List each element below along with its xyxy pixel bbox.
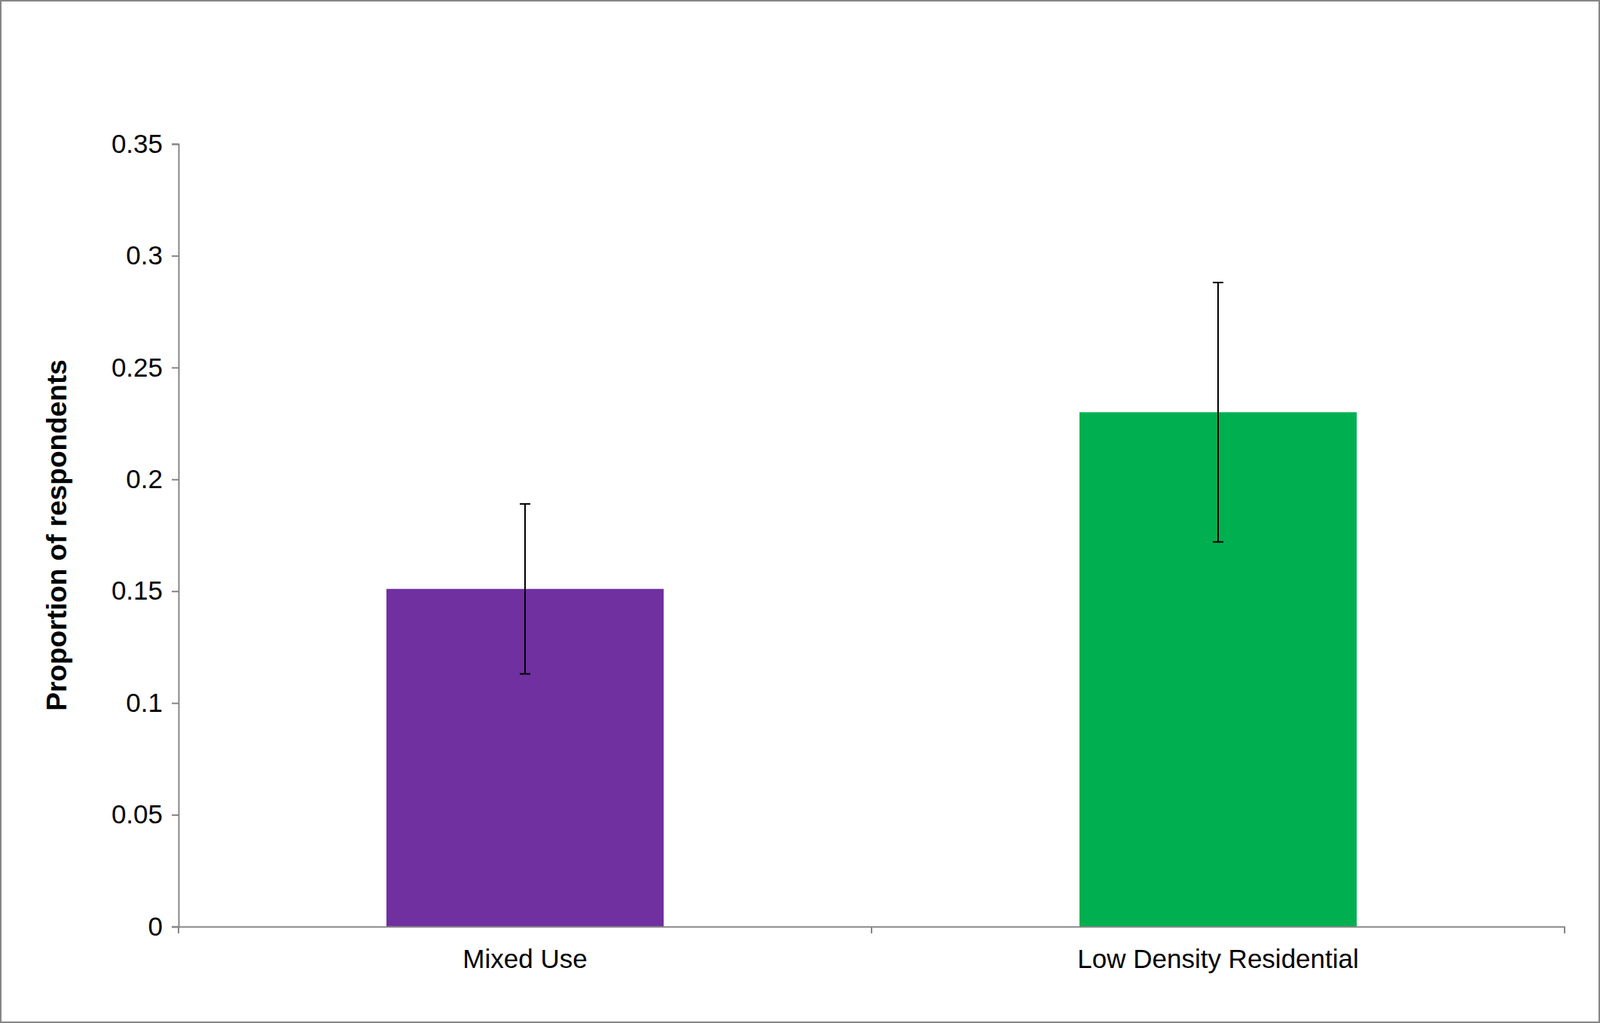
y-tick: 0.2 bbox=[125, 464, 179, 494]
y-tick: 0.05 bbox=[111, 799, 179, 829]
error-bar bbox=[519, 503, 531, 675]
error-bar-line bbox=[519, 503, 531, 505]
y-tick-label: 0.25 bbox=[111, 352, 163, 382]
y-tick-label: 0.35 bbox=[111, 128, 163, 159]
x-tick-label: Mixed Use bbox=[462, 943, 587, 974]
y-tick-mark bbox=[171, 814, 179, 816]
error-bar-line bbox=[1217, 282, 1219, 542]
x-separator-tick bbox=[870, 926, 873, 934]
x-separator-tick bbox=[1563, 926, 1566, 934]
y-axis-title: Proportion of respondents bbox=[41, 359, 73, 712]
y-tick-mark bbox=[171, 702, 179, 705]
y-tick-mark bbox=[171, 590, 179, 593]
y-tick: 0.3 bbox=[125, 240, 179, 270]
y-tick-label: 0.05 bbox=[111, 799, 163, 829]
error-bar bbox=[1212, 282, 1224, 542]
y-tick-label: 0.1 bbox=[125, 687, 163, 718]
y-tick: 0.25 bbox=[111, 352, 179, 382]
x-tick: Low Density Residential bbox=[1077, 926, 1359, 974]
y-tick: 0 bbox=[148, 911, 179, 941]
error-bar-line bbox=[519, 673, 531, 675]
y-tick-mark bbox=[171, 143, 179, 146]
y-tick-label: 0 bbox=[148, 911, 163, 941]
y-tick: 0.15 bbox=[111, 575, 179, 605]
x-tick: Mixed Use bbox=[462, 926, 587, 974]
marks bbox=[386, 282, 1357, 927]
error-bar-line bbox=[1212, 281, 1224, 284]
y-tick-label: 0.3 bbox=[125, 240, 163, 270]
y-tick-mark bbox=[171, 255, 179, 257]
chart-border bbox=[0, 0, 1600, 1023]
y-tick-mark bbox=[171, 366, 179, 369]
x-separator-tick bbox=[177, 926, 180, 934]
y-axis: 0 0.05 0.1 0.15 0.2 0.25 0.3 0.35 bbox=[111, 128, 180, 941]
y-axis-line bbox=[171, 144, 180, 928]
error-bar-line bbox=[524, 503, 526, 675]
chart: 0 0.05 0.1 0.15 0.2 0.25 0.3 0.35 Mixed Use Low D… bbox=[0, 0, 1600, 1023]
plot: 0 0.05 0.1 0.15 0.2 0.25 0.3 0.35 Mixed Use Low D… bbox=[111, 128, 1566, 974]
y-tick-mark bbox=[171, 926, 179, 929]
error-bar-line bbox=[1212, 540, 1224, 543]
y-tick: 0.35 bbox=[111, 128, 179, 159]
x-axis: Mixed Use Low Density Residential bbox=[178, 926, 1566, 974]
x-tick-label: Low Density Residential bbox=[1077, 943, 1359, 974]
y-tick-mark bbox=[171, 479, 179, 481]
y-tick-label: 0.2 bbox=[125, 464, 163, 494]
y-tick: 0.1 bbox=[125, 687, 179, 718]
y-tick-label: 0.15 bbox=[111, 575, 163, 605]
